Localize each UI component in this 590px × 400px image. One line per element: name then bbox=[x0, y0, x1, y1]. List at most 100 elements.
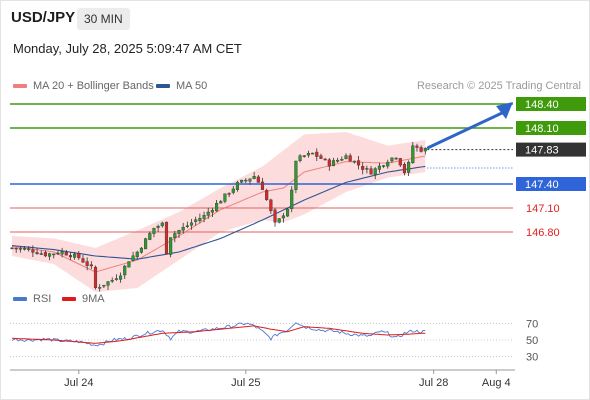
candle-body bbox=[22, 248, 27, 250]
candle-body bbox=[52, 253, 56, 256]
candle-body bbox=[48, 253, 52, 257]
candle-body bbox=[227, 193, 231, 195]
candle-body bbox=[248, 178, 252, 182]
candle-body bbox=[311, 152, 315, 155]
candle-body bbox=[323, 158, 327, 161]
legend-rsi: RSI bbox=[13, 293, 51, 305]
candles bbox=[10, 142, 427, 292]
candle-body bbox=[189, 222, 194, 226]
candle-body bbox=[269, 199, 273, 212]
candle-body bbox=[294, 160, 298, 190]
candle-body bbox=[340, 159, 344, 161]
candle-body bbox=[181, 227, 185, 231]
candle-body bbox=[306, 153, 310, 156]
time-tick-label: Jul 28 bbox=[419, 377, 448, 389]
candle-body bbox=[14, 247, 18, 250]
candle-body bbox=[68, 255, 73, 258]
candle-body bbox=[27, 248, 31, 250]
candle-body bbox=[369, 168, 373, 175]
current-price-tag bbox=[516, 142, 586, 157]
level-tag-148.40 bbox=[516, 97, 586, 111]
legend-rsi-label: RSI bbox=[33, 293, 52, 305]
candle-body bbox=[152, 227, 156, 234]
rsi-tick-30: 30 bbox=[526, 352, 538, 364]
candle-body bbox=[160, 222, 164, 227]
level-label-147.10: 147.10 bbox=[526, 203, 560, 215]
legend-ma50-label: MA 50 bbox=[176, 80, 208, 92]
candle-body bbox=[73, 253, 77, 258]
candle-body bbox=[139, 247, 143, 253]
candle-body bbox=[394, 157, 398, 160]
candle-body bbox=[352, 160, 356, 163]
candle-body bbox=[144, 238, 148, 250]
candle-body bbox=[336, 159, 340, 162]
candle-body bbox=[327, 159, 331, 167]
bollinger-band bbox=[12, 132, 426, 292]
level-tag-147.40 bbox=[516, 177, 586, 191]
candle-body bbox=[231, 188, 235, 193]
legend-ma9-label: 9MA bbox=[82, 293, 105, 305]
time-tick-label: Aug 4 bbox=[482, 377, 511, 389]
candle-body bbox=[118, 275, 123, 280]
candle-body bbox=[135, 251, 139, 258]
candle-body bbox=[123, 265, 127, 276]
candle-body bbox=[315, 151, 319, 157]
candle-body bbox=[331, 160, 336, 167]
legend-ma20-label: MA 20 + Bollinger Bands bbox=[33, 80, 154, 92]
candle-body bbox=[344, 155, 348, 160]
candle-body bbox=[93, 266, 98, 288]
candle-body bbox=[77, 253, 81, 259]
candle-body bbox=[361, 166, 365, 170]
candle-body bbox=[219, 201, 223, 204]
legend-ma9: 9MA bbox=[62, 293, 105, 305]
time-tick-label: Jul 24 bbox=[64, 377, 93, 389]
candle-body bbox=[127, 261, 131, 268]
candle-body bbox=[386, 161, 390, 167]
current-price-label: 147.83 bbox=[525, 145, 559, 157]
candle-body bbox=[240, 179, 244, 183]
timestamp: Monday, July 28, 2025 5:09:47 AM CET bbox=[13, 41, 242, 56]
candle-body bbox=[298, 155, 302, 162]
rsi-tick-70: 70 bbox=[526, 318, 538, 330]
candle-body bbox=[110, 280, 114, 282]
credit-text: Research © 2025 Trading Central bbox=[416, 80, 581, 92]
candle-body bbox=[402, 164, 407, 174]
candle-body bbox=[407, 161, 411, 173]
candle-body bbox=[256, 176, 260, 183]
candle-body bbox=[265, 190, 269, 201]
candle-body bbox=[98, 287, 102, 289]
ma50-line bbox=[11, 165, 426, 260]
symbol-title: USD/JPY bbox=[11, 9, 76, 26]
candle-body bbox=[281, 215, 285, 219]
candle-body bbox=[39, 253, 43, 255]
candle-body bbox=[164, 221, 169, 255]
forecast-arrow-head bbox=[496, 102, 513, 119]
candle-body bbox=[206, 211, 210, 216]
candle-body bbox=[177, 230, 181, 234]
candle-body bbox=[194, 219, 198, 222]
level-label-148.40: 148.40 bbox=[525, 99, 559, 111]
rsi-line bbox=[11, 322, 426, 347]
level-tag-148.10 bbox=[516, 121, 586, 135]
candle-body bbox=[10, 247, 14, 250]
candle-body bbox=[106, 281, 110, 286]
candle-body bbox=[285, 208, 290, 217]
ma20-line bbox=[11, 155, 426, 273]
candle-body bbox=[198, 218, 202, 222]
candle-body bbox=[356, 160, 361, 166]
candle-body bbox=[202, 215, 206, 219]
rsi-swatch bbox=[13, 297, 27, 301]
candle-body bbox=[290, 189, 294, 209]
ma20-swatch bbox=[13, 84, 27, 88]
timeframe-badge[interactable]: 30 MIN bbox=[77, 8, 130, 30]
candle-body bbox=[244, 179, 248, 182]
ma50-swatch bbox=[156, 84, 170, 88]
candle-body bbox=[348, 155, 352, 162]
candle-body bbox=[81, 258, 85, 263]
candle-body bbox=[215, 203, 219, 212]
candle-body bbox=[390, 157, 394, 162]
candle-body bbox=[411, 145, 415, 163]
candle-body bbox=[302, 155, 306, 157]
candle-body bbox=[365, 168, 369, 170]
